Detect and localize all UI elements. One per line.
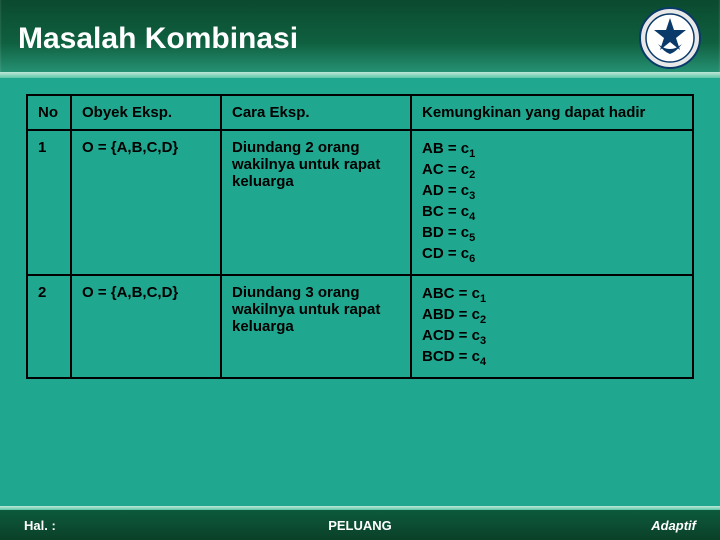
footer-center: PELUANG (0, 518, 720, 533)
slide-header: Masalah Kombinasi (0, 0, 720, 78)
table-row: 2 O = {A,B,C,D} Diundang 3 orang wakilny… (27, 275, 693, 378)
cell-cara: Diundang 3 orang wakilnya untuk rapat ke… (221, 275, 411, 378)
slide-title: Masalah Kombinasi (18, 22, 298, 56)
header-accent (0, 72, 720, 78)
header-no: No (27, 95, 71, 130)
km-line: AC = c2 (422, 161, 682, 181)
km-line: BCD = c4 (422, 348, 682, 368)
combination-table: No Obyek Eksp. Cara Eksp. Kemungkinan ya… (26, 94, 694, 379)
cell-no: 2 (27, 275, 71, 378)
km-line: ABC = c1 (422, 285, 682, 305)
km-line: CD = c6 (422, 245, 682, 265)
footer-accent (0, 506, 720, 510)
cell-cara: Diundang 2 orang wakilnya untuk rapat ke… (221, 130, 411, 275)
table-row: 1 O = {A,B,C,D} Diundang 2 orang wakilny… (27, 130, 693, 275)
header-obyek: Obyek Eksp. (71, 95, 221, 130)
footer-right: Adaptif (651, 518, 696, 533)
slide-content: No Obyek Eksp. Cara Eksp. Kemungkinan ya… (0, 78, 720, 379)
table-header-row: No Obyek Eksp. Cara Eksp. Kemungkinan ya… (27, 95, 693, 130)
km-line: ABD = c2 (422, 306, 682, 326)
km-line: AD = c3 (422, 182, 682, 202)
km-line: BC = c4 (422, 203, 682, 223)
slide-footer: Hal. : PELUANG Adaptif (0, 510, 720, 540)
cell-kemungkinan: AB = c1AC = c2AD = c3BC = c4BD = c5CD = … (411, 130, 693, 275)
km-line: ACD = c3 (422, 327, 682, 347)
km-line: AB = c1 (422, 140, 682, 160)
header-kemungkinan: Kemungkinan yang dapat hadir (411, 95, 693, 130)
cell-obyek: O = {A,B,C,D} (71, 275, 221, 378)
header-cara: Cara Eksp. (221, 95, 411, 130)
logo-icon (638, 6, 702, 70)
cell-kemungkinan: ABC = c1ABD = c2ACD = c3BCD = c4 (411, 275, 693, 378)
km-line: BD = c5 (422, 224, 682, 244)
cell-no: 1 (27, 130, 71, 275)
cell-obyek: O = {A,B,C,D} (71, 130, 221, 275)
